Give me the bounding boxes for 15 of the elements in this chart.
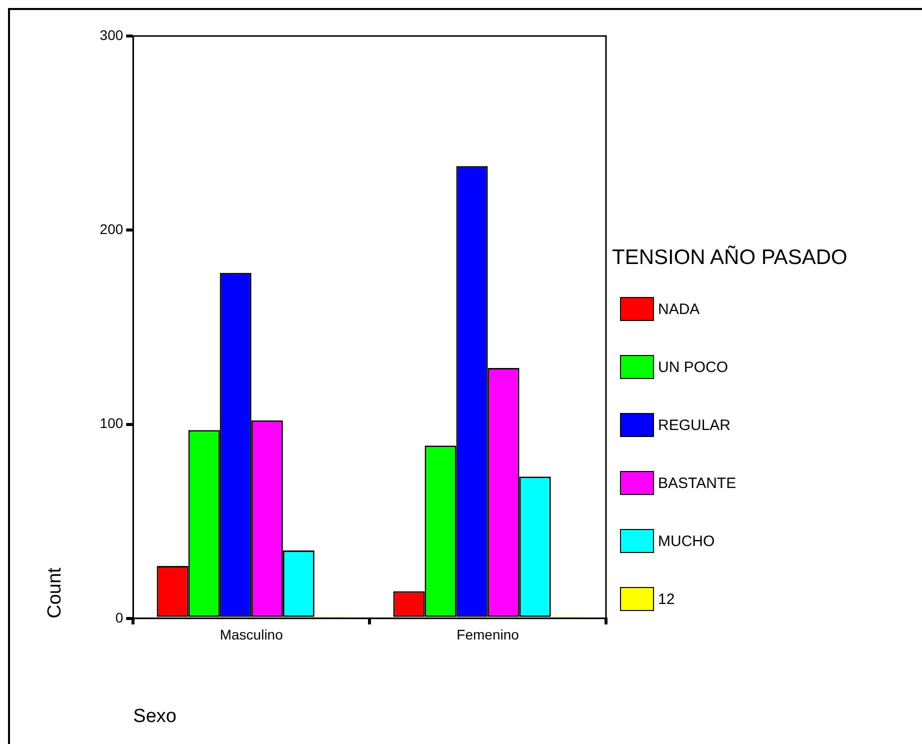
y-tick-label: 200 [100,220,124,237]
y-axis-title: Count [44,566,66,618]
legend-label: NADA [658,300,700,318]
legend-label: UN POCO [658,358,728,376]
x-tick-label: Masculino [220,626,284,643]
legend-title: TENSION AÑO PASADO [612,246,848,270]
legend-label: REGULAR [658,416,731,434]
legend-label: 12 [658,590,675,608]
legend-label: BASTANTE [658,474,736,492]
y-tick-label: 300 [100,26,124,43]
legend-label: MUCHO [658,532,715,550]
y-tick-label: 100 [100,415,124,432]
x-tick-label: Femenino [456,626,520,643]
x-axis-title: Sexo [133,706,176,727]
y-tick-label: 0 [115,609,124,626]
